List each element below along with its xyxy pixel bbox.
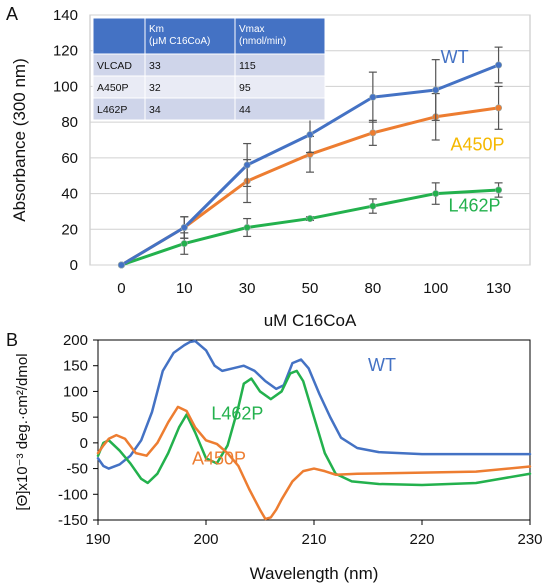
- spectrum-label-a450p: A450P: [192, 448, 246, 468]
- series-label-wt: WT: [441, 47, 469, 67]
- table-cell: [234, 97, 326, 121]
- panel-b-y-tick-label: 100: [63, 383, 88, 400]
- data-point: [243, 224, 251, 232]
- table-cell-text: 33: [149, 60, 161, 72]
- table-cell-text: L462P: [97, 104, 127, 116]
- panel-b-y-tick-label: -50: [66, 461, 88, 478]
- data-point: [117, 261, 125, 269]
- panel-b-x-tick-label: 190: [85, 531, 110, 548]
- panel-a-x-tick-label: 10: [176, 280, 193, 297]
- panel-a-y-tick-label: 40: [61, 186, 78, 203]
- series-label-l462p: L462P: [449, 195, 501, 215]
- data-point: [369, 93, 377, 101]
- spectrum-label-l462p: L462P: [211, 404, 263, 424]
- panel-b-label: B: [6, 330, 18, 350]
- panel-a-x-tick-label: 130: [486, 280, 511, 297]
- panel-b-x-ticks: 190 200 210 220 230: [85, 520, 543, 548]
- panel-b-x-tick-label: 220: [409, 531, 434, 548]
- panel-a-y-tick-label: 20: [61, 221, 78, 238]
- panel-a-x-tick-label: 100: [423, 280, 448, 297]
- table-header-text: Km: [149, 24, 164, 35]
- data-point: [306, 131, 314, 139]
- table-cell-text: 32: [149, 82, 161, 94]
- panel-b-y-tick-label: 200: [63, 332, 88, 349]
- table-header-text: Vmax: [239, 24, 265, 35]
- panel-b-y-tick-label: -100: [58, 486, 88, 503]
- table-cell-text: A450P: [97, 82, 129, 94]
- table-header-cell: [92, 17, 146, 55]
- data-point: [432, 190, 440, 198]
- panel-a-y-tick-label: 120: [53, 43, 78, 60]
- table-header-cell: [234, 17, 326, 55]
- panel-b-series: [96, 339, 532, 521]
- panel-a-x-tick-label: 30: [239, 280, 256, 297]
- panel-a-x-ticks: 0 10 30 50 80 100 130: [117, 280, 511, 297]
- series-line-l462p: [120, 188, 499, 267]
- data-point: [495, 186, 503, 194]
- panel-b-y-tick-label: 150: [63, 358, 88, 375]
- panel-a-series-labels: WT A450P L462P: [441, 47, 505, 215]
- data-point: [306, 215, 314, 223]
- data-point: [180, 240, 188, 248]
- table-header-text: (μM C16CoA): [149, 36, 210, 47]
- panel-a-y-ticks: 0 20 40 60 80 100 120 140: [53, 7, 78, 274]
- panel-a-y-tick-label: 0: [70, 257, 78, 274]
- data-point: [495, 104, 503, 112]
- panel-b-x-axis-title: Wavelength (nm): [250, 564, 379, 583]
- data-point: [432, 86, 440, 94]
- panel-a-x-tick-label: 0: [117, 280, 125, 297]
- panel-b-y-tick-label: 50: [71, 409, 88, 426]
- table-header-text: (nmol/min): [239, 36, 286, 47]
- table-cell-text: VLCAD: [97, 60, 132, 72]
- spectrum-line-l462p: [96, 369, 532, 487]
- table-cell-text: 115: [239, 60, 256, 72]
- panel-b-y-tick-label: 0: [80, 435, 88, 452]
- panel-a-y-axis-title: Absorbance (300 nm): [10, 58, 29, 221]
- data-point: [369, 129, 377, 137]
- panel-a-y-tick-label: 80: [61, 114, 78, 131]
- panel-b-y-ticks: -150 -100 -50 0 50 100 150 200: [58, 332, 98, 529]
- data-point: [369, 202, 377, 210]
- panel-b-y-tick-label: -150: [58, 512, 88, 529]
- table-cell-text: 34: [149, 104, 161, 116]
- panel-a-y-tick-label: 60: [61, 150, 78, 167]
- spectrum-label-wt: WT: [368, 355, 396, 375]
- panel-a: A 0 20 40 60 80 100 120 140 0 10 30 50 80 100 130 WT A…: [6, 4, 531, 330]
- series-wt: [117, 46, 503, 269]
- panel-a-label: A: [6, 4, 18, 24]
- panel-a-x-axis-title: uM C16CoA: [264, 311, 357, 330]
- data-point: [180, 224, 188, 232]
- data-point: [495, 61, 503, 69]
- panel-b-x-tick-label: 200: [193, 531, 218, 548]
- series-label-a450p: A450P: [451, 135, 505, 155]
- panel-a-x-tick-label: 80: [365, 280, 382, 297]
- panel-b-x-tick-label: 230: [517, 531, 542, 548]
- data-point: [243, 161, 251, 169]
- panel-a-y-tick-label: 100: [53, 78, 78, 95]
- table-cell-text: 44: [239, 104, 251, 116]
- panel-b-x-tick-label: 210: [301, 531, 326, 548]
- spectrum-line-wt: [96, 339, 532, 470]
- series-l462p: [117, 182, 503, 269]
- kinetics-table: Km(μM C16CoA) Vmax(nmol/min) VLCAD 33 115 A45…: [92, 17, 326, 121]
- panel-a-y-tick-label: 140: [53, 7, 78, 24]
- panel-b: B -150 -100 -50 0 50 100 150 200 190 200 210 220 23…: [6, 330, 543, 583]
- table-cell-text: 95: [239, 82, 251, 94]
- panel-b-y-axis-title: [Θ]x10⁻³ deg.·cm²/dmol: [14, 353, 31, 510]
- panel-b-series-labels: WT L462P A450P: [192, 355, 396, 469]
- panel-a-x-tick-label: 50: [302, 280, 319, 297]
- spectrum-line-a450p: [96, 405, 532, 521]
- panel-a-series: [117, 46, 503, 269]
